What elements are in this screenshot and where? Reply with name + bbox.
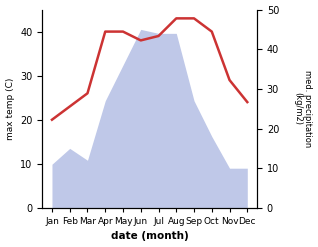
X-axis label: date (month): date (month)	[111, 231, 189, 242]
Y-axis label: med. precipitation
(kg/m2): med. precipitation (kg/m2)	[293, 70, 313, 147]
Y-axis label: max temp (C): max temp (C)	[5, 78, 15, 140]
